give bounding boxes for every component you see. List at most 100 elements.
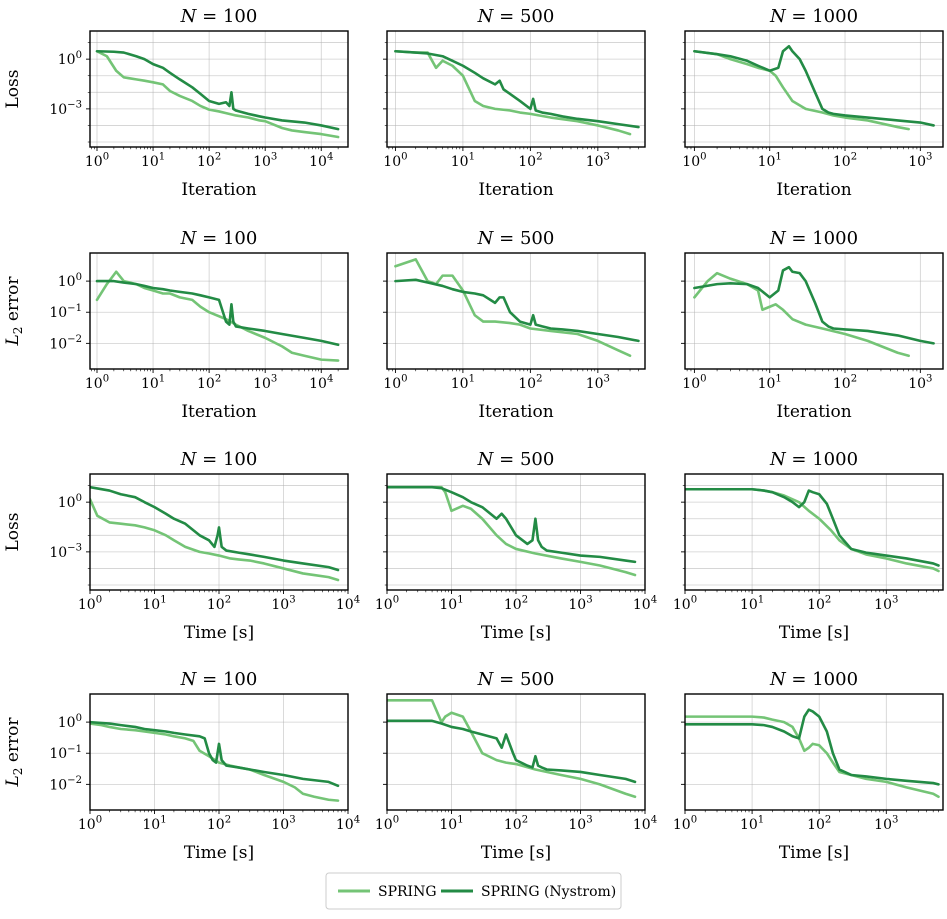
x-tick-label: 101	[439, 815, 463, 833]
x-tick-label: 102	[518, 152, 542, 170]
series-line-spring	[394, 258, 632, 358]
x-tick-label: 100	[85, 374, 109, 392]
x-tick-label: 103	[586, 374, 610, 392]
subplot-r0c0: 100 101 102 103 104 100 10−3 N = 100 Iteration Lo…	[3, 6, 349, 200]
y-axis-label: Loss	[3, 70, 23, 109]
x-tick-label: 103	[908, 152, 932, 170]
x-tick-label: 104	[309, 374, 333, 392]
plot-frame	[89, 473, 349, 591]
x-tick-label: 100	[85, 152, 109, 170]
series-line-spring	[693, 271, 910, 358]
subplot-r0c2: 100 101 102 103 N = 1000 Iteration	[681, 6, 944, 200]
x-axis-label: Time [s]	[779, 843, 849, 863]
subplot-title: N = 500	[477, 228, 555, 249]
plot-frame	[684, 473, 944, 591]
subplot-title: N = 100	[180, 669, 258, 690]
y-tick-label: 100	[58, 50, 82, 68]
plot-frame	[89, 252, 349, 370]
x-tick-label: 101	[451, 152, 475, 170]
x-tick-label: 101	[451, 374, 475, 392]
x-tick-label: 103	[253, 152, 277, 170]
x-axis-label: Time [s]	[779, 623, 849, 643]
x-tick-label: 100	[682, 374, 706, 392]
x-tick-label: 102	[504, 595, 528, 613]
series-line-spring-nystrom	[90, 485, 340, 572]
series-line-spring	[90, 722, 340, 802]
x-tick-label: 102	[207, 815, 231, 833]
x-tick-label: 101	[439, 595, 463, 613]
x-tick-label: 102	[833, 374, 857, 392]
legend-box	[325, 872, 622, 910]
x-tick-label: 102	[197, 152, 221, 170]
x-axis-label: Iteration	[181, 180, 256, 200]
x-tick-label: 101	[142, 815, 166, 833]
series-line-spring-nystrom	[387, 485, 637, 564]
x-tick-label: 104	[633, 815, 657, 833]
plot-frame	[684, 252, 944, 370]
plot-frame	[684, 693, 944, 811]
subplot-title: N = 500	[477, 669, 555, 690]
series-line-spring	[693, 49, 910, 131]
x-tick-label: 101	[740, 595, 764, 613]
x-axis-label: Iteration	[181, 402, 256, 422]
x-tick-label: 100	[682, 152, 706, 170]
y-tick-label: 10−3	[49, 100, 82, 118]
x-tick-label: 101	[758, 374, 782, 392]
plot-frame	[89, 693, 349, 811]
x-tick-label: 102	[207, 595, 231, 613]
y-axis-label: Loss	[3, 513, 23, 552]
series-line-spring-nystrom	[387, 719, 637, 784]
x-tick-label: 100	[78, 595, 102, 613]
series-line-spring	[387, 699, 637, 799]
x-axis-label: Time [s]	[481, 843, 551, 863]
subplot-r3c0: 100 101 102 103 104 100 10−1 10−2 N = 100 Time [s…	[3, 669, 360, 863]
series-line-spring	[394, 49, 632, 136]
y-axis-label: L2 error	[3, 717, 25, 788]
series-line-spring	[95, 49, 340, 139]
legend-label: SPRING (Nystrom)	[481, 884, 616, 900]
x-tick-label: 103	[253, 374, 277, 392]
y-tick-label: 10−3	[49, 543, 82, 561]
x-axis-label: Time [s]	[184, 623, 254, 643]
x-tick-label: 100	[78, 815, 102, 833]
x-tick-label: 103	[271, 595, 295, 613]
plot-frame	[386, 693, 646, 811]
series-line-spring-nystrom	[685, 487, 940, 567]
subplot-r1c1: 100 101 102 103 N = 500 Iteration	[383, 228, 646, 422]
x-tick-label: 100	[673, 815, 697, 833]
x-tick-label: 102	[518, 374, 542, 392]
y-tick-label: 100	[58, 272, 82, 290]
subplot-r3c1: 100 101 102 103 104 N = 500 Time [s]	[375, 669, 657, 863]
legend-label: SPRING	[378, 884, 437, 900]
subplot-title: N = 100	[180, 6, 258, 27]
x-tick-label: 102	[807, 815, 831, 833]
x-tick-label: 102	[833, 152, 857, 170]
series-line-spring	[90, 497, 340, 582]
x-tick-label: 102	[807, 595, 831, 613]
subplot-title: N = 100	[180, 228, 258, 249]
y-tick-label: 10−2	[49, 775, 82, 793]
subplot-r0c1: 100 101 102 103 N = 500 Iteration	[383, 6, 646, 200]
x-tick-label: 100	[375, 595, 399, 613]
plot-frame	[386, 30, 646, 148]
x-tick-label: 103	[874, 815, 898, 833]
plot-frame	[386, 473, 646, 591]
series-line-spring-nystrom	[95, 49, 340, 131]
subplot-r2c0: 100 101 102 103 104 100 10−3 N = 100 Time [s] Los…	[3, 449, 360, 643]
subplot-r3c2: 100 101 102 103 N = 1000 Time [s]	[673, 669, 944, 863]
series-line-spring-nystrom	[90, 720, 340, 788]
y-tick-label: 100	[58, 713, 82, 731]
y-tick-label: 10−1	[49, 744, 82, 762]
series-line-spring-nystrom	[394, 278, 640, 343]
x-tick-label: 102	[504, 815, 528, 833]
y-tick-label: 100	[58, 493, 82, 511]
x-axis-label: Iteration	[478, 402, 553, 422]
x-tick-label: 103	[568, 815, 592, 833]
plot-frame	[89, 30, 349, 148]
x-tick-label: 103	[271, 815, 295, 833]
y-tick-label: 10−1	[49, 303, 82, 321]
x-tick-label: 100	[383, 152, 407, 170]
subplot-title: N = 1000	[769, 6, 858, 27]
x-axis-label: Iteration	[776, 402, 851, 422]
